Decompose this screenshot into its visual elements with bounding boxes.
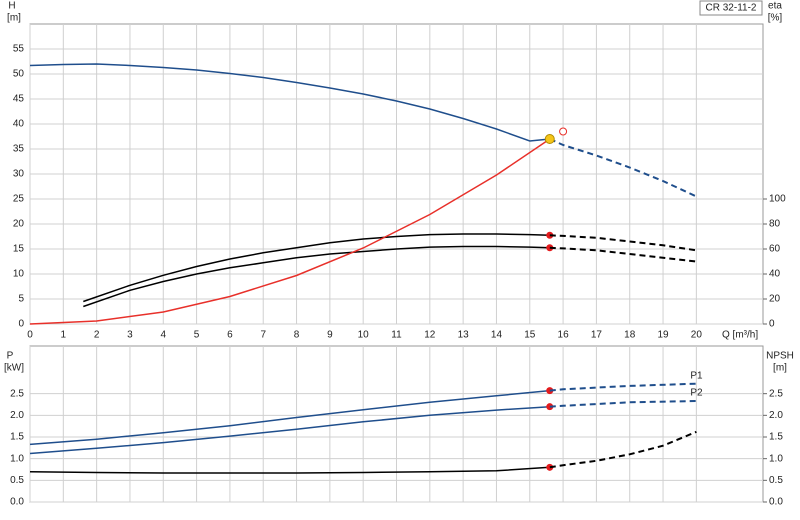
y-tick-label: 0.0 bbox=[10, 497, 24, 508]
y-tick-label: 30 bbox=[13, 169, 25, 180]
x-tick-label: 14 bbox=[491, 330, 503, 341]
x-tick-label: 18 bbox=[624, 330, 636, 341]
x-tick-label: 15 bbox=[524, 330, 536, 341]
curve bbox=[29, 138, 551, 325]
curve bbox=[549, 400, 697, 408]
x-tick-label: 16 bbox=[558, 330, 570, 341]
x-tick-label: 9 bbox=[327, 330, 333, 341]
y2-axis-unit: [m] bbox=[773, 363, 787, 374]
x-tick-label: 4 bbox=[160, 330, 166, 341]
y-tick-label: 0 bbox=[18, 319, 24, 330]
curve bbox=[83, 245, 550, 308]
series-label: P1 bbox=[690, 370, 703, 381]
x-tick-label: 3 bbox=[127, 330, 133, 341]
duty-marker bbox=[546, 463, 554, 471]
x-tick-label: 8 bbox=[294, 330, 300, 341]
y-tick-label: 10 bbox=[13, 269, 25, 280]
x-tick-label: 11 bbox=[391, 330, 402, 341]
x-tick-label: 17 bbox=[591, 330, 603, 341]
curve bbox=[29, 466, 550, 474]
y-tick-label: 25 bbox=[13, 194, 25, 205]
y2-tick-label: 80 bbox=[769, 219, 781, 230]
y2-tick-label: 2.5 bbox=[769, 388, 783, 399]
y-tick-label: 15 bbox=[13, 244, 25, 255]
y-tick-label: 5 bbox=[18, 294, 24, 305]
x-tick-label: 2 bbox=[94, 330, 100, 341]
y-tick-label: 50 bbox=[13, 69, 25, 80]
y2-tick-label: 0.0 bbox=[769, 497, 783, 508]
x-tick-label: 10 bbox=[358, 330, 370, 341]
y-tick-label: 40 bbox=[13, 119, 25, 130]
x-tick-label: 7 bbox=[260, 330, 266, 341]
y2-tick-label: 60 bbox=[769, 244, 781, 255]
y-tick-label: 0.5 bbox=[10, 475, 24, 486]
series-label: P2 bbox=[690, 388, 703, 399]
duty-marker bbox=[546, 387, 554, 395]
curve bbox=[549, 430, 697, 469]
y-tick-label: 20 bbox=[13, 219, 25, 230]
duty-marker bbox=[546, 403, 554, 411]
y-tick-label: 1.0 bbox=[10, 453, 24, 464]
duty-marker bbox=[546, 244, 554, 252]
curve bbox=[549, 234, 697, 252]
y-tick-label: 1.5 bbox=[10, 432, 24, 443]
curve bbox=[29, 389, 550, 446]
y-tick-label: 35 bbox=[13, 144, 25, 155]
x-tick-label: 19 bbox=[657, 330, 669, 341]
curve bbox=[83, 233, 550, 303]
y2-tick-label: 0 bbox=[769, 319, 775, 330]
y2-tick-label: 2.0 bbox=[769, 410, 783, 421]
duty-marker bbox=[546, 231, 554, 239]
y2-tick-label: 0.5 bbox=[769, 475, 783, 486]
y2-tick-label: 100 bbox=[769, 194, 786, 205]
x-axis-label: Q [m³/h] bbox=[722, 330, 758, 341]
curve bbox=[549, 138, 697, 198]
y2-axis-label: NPSH bbox=[766, 351, 794, 362]
y-tick-label: 2.5 bbox=[10, 388, 24, 399]
x-tick-label: 0 bbox=[27, 330, 33, 341]
y2-tick-label: 1.0 bbox=[769, 453, 783, 464]
y-tick-label: 45 bbox=[13, 94, 25, 105]
point bbox=[544, 134, 555, 144]
x-tick-label: 5 bbox=[194, 330, 200, 341]
y2-axis-unit: [%] bbox=[768, 13, 783, 24]
y-axis-label: P bbox=[7, 351, 14, 362]
curve bbox=[549, 382, 697, 392]
title-box bbox=[699, 0, 763, 16]
y2-tick-label: 20 bbox=[769, 294, 781, 305]
y2-tick-label: 40 bbox=[769, 269, 781, 280]
y-axis-label: H bbox=[8, 1, 15, 12]
x-tick-label: 12 bbox=[424, 330, 436, 341]
x-tick-label: 1 bbox=[61, 330, 67, 341]
curve bbox=[549, 246, 697, 263]
y-tick-label: 55 bbox=[13, 44, 25, 55]
x-tick-label: 20 bbox=[691, 330, 703, 341]
y-axis-unit: [kW] bbox=[4, 363, 24, 374]
curve bbox=[29, 405, 550, 455]
y-axis-unit: [m] bbox=[7, 13, 21, 24]
y2-tick-label: 1.5 bbox=[769, 432, 783, 443]
y-tick-label: 2.0 bbox=[10, 410, 24, 421]
x-tick-label: 6 bbox=[227, 330, 233, 341]
point bbox=[559, 127, 568, 136]
chart-title: CR 32-11-2 bbox=[706, 3, 757, 14]
x-tick-label: 13 bbox=[458, 330, 470, 341]
y2-axis-label: eta bbox=[768, 1, 782, 12]
curve bbox=[29, 63, 550, 142]
